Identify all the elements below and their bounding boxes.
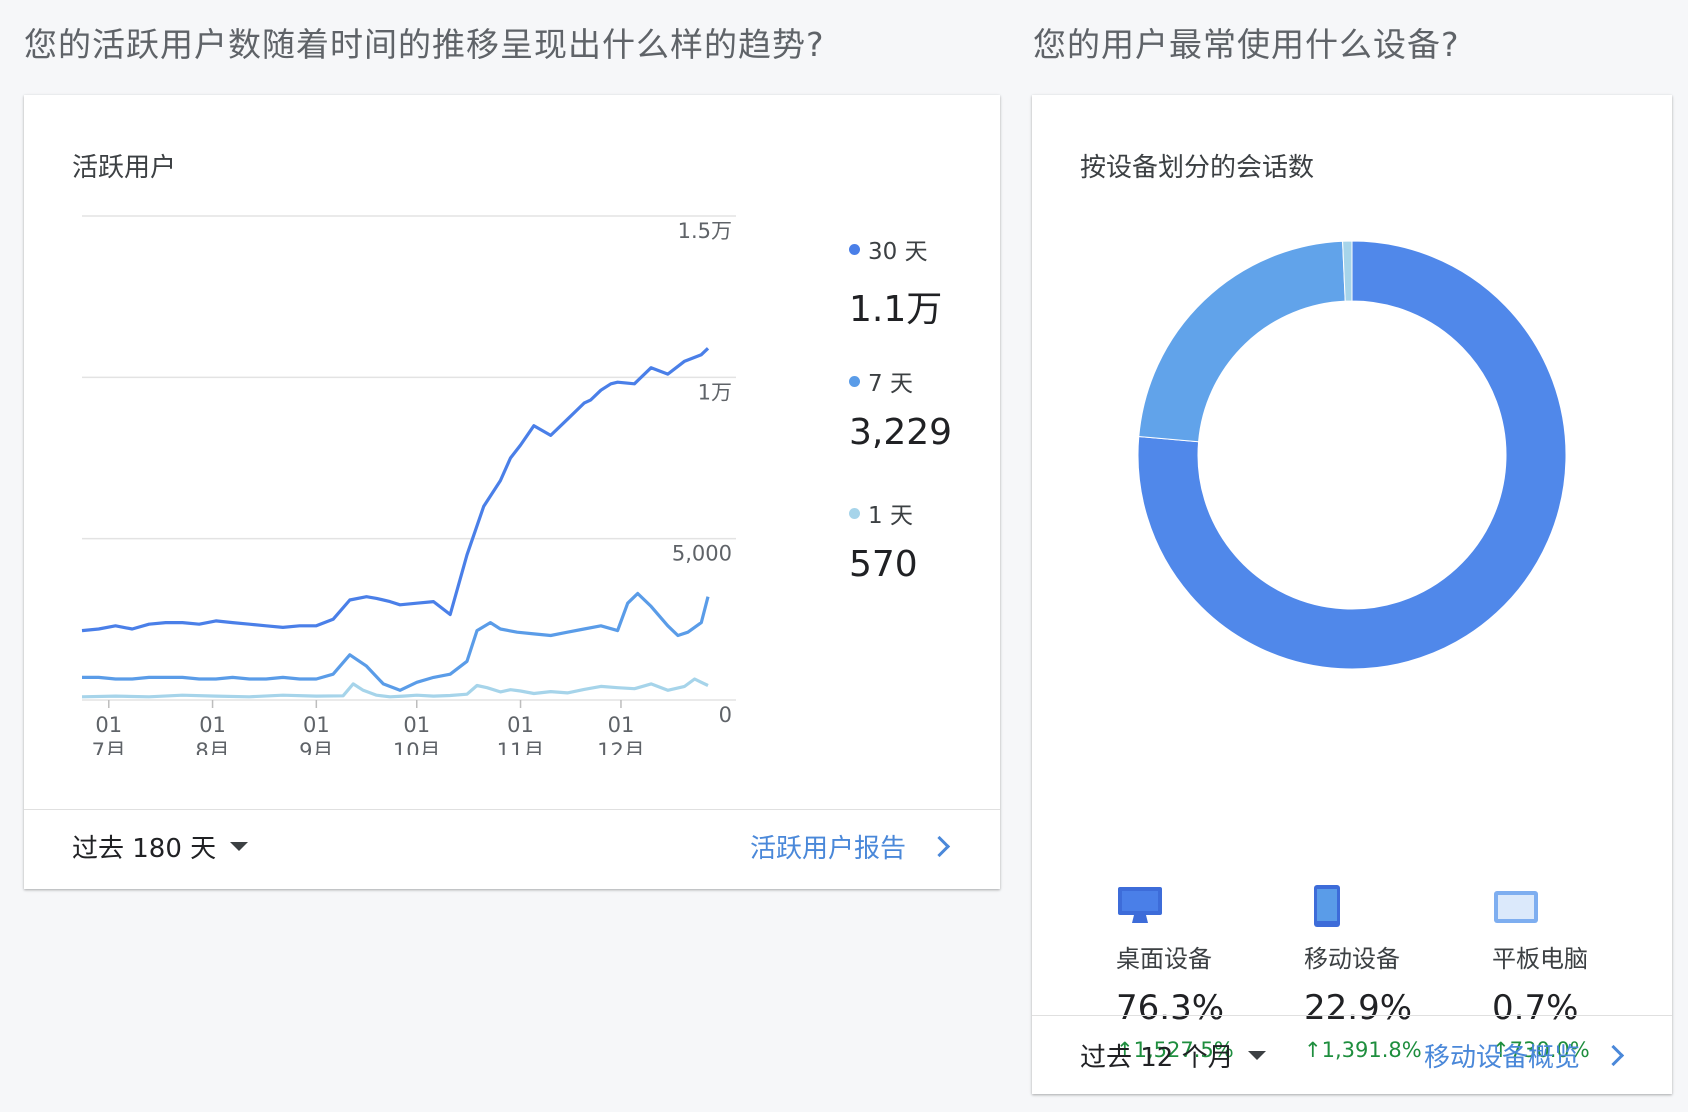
desktop-icon	[1118, 887, 1162, 923]
device-stat-mobile: 移动设备 22.9% ↑1,391.8%	[1304, 885, 1484, 1062]
legend-label: 1 天	[868, 503, 913, 529]
report-link-label: 活跃用户报告	[750, 834, 907, 864]
device-stat-desktop: 桌面设备 76.3% ↑1,527.5%	[1116, 885, 1296, 1062]
y-tick-label: 1万	[698, 380, 732, 404]
device-change: ↑1,391.8%	[1304, 1038, 1422, 1062]
date-range-label: 过去 12 个月	[1080, 1043, 1234, 1073]
donut-slice-mobile[interactable]	[1138, 240, 1346, 443]
x-tick-day: 01	[403, 713, 430, 737]
tablet-icon	[1494, 891, 1538, 923]
x-tick-month: 10月	[393, 739, 441, 755]
active-users-card: 活跃用户 0 5,000 1万 1.5万 01 7月 01 8月 01 9月 01 10月 01 11月…	[24, 95, 1000, 889]
x-tick-day: 01	[507, 713, 534, 737]
active-users-line-chart: 0 5,000 1万 1.5万 01 7月 01 8月 01 9月 01 10月 01 11月 01 12月	[81, 215, 736, 755]
legend-dot-icon	[849, 507, 860, 519]
legend-item-7-day[interactable]: 7 天 3,229	[849, 364, 952, 453]
device-donut-chart	[1137, 240, 1567, 670]
arrow-up-icon: ↑	[1116, 1038, 1134, 1062]
date-range-dropdown[interactable]: 过去 12 个月	[1080, 1037, 1266, 1074]
device-card: 按设备划分的会话数 桌面设备 76.3% ↑1,527.5% 移动设备 22.9…	[1032, 95, 1672, 1094]
legend-label: 7 天	[868, 371, 913, 397]
date-range-dropdown[interactable]: 过去 180 天	[72, 828, 249, 865]
legend-label: 30 天	[868, 239, 928, 265]
x-tick-day: 01	[608, 713, 635, 737]
legend-dot-icon	[849, 375, 860, 387]
caret-down-icon	[1247, 1051, 1266, 1060]
device-label: 移动设备	[1304, 945, 1400, 973]
y-tick-label: 0	[719, 703, 732, 727]
device-label: 桌面设备	[1116, 945, 1212, 973]
active-users-report-link[interactable]: 活跃用户报告	[750, 828, 951, 865]
legend-dot-icon	[849, 243, 860, 255]
device-percent: 0.7%	[1492, 988, 1579, 1028]
chevron-right-icon	[1602, 1044, 1625, 1067]
x-tick-month: 11月	[497, 739, 545, 755]
legend-item-30-day[interactable]: 30 天 1.1万	[849, 232, 942, 332]
caret-down-icon	[230, 842, 249, 851]
device-label: 平板电脑	[1492, 945, 1588, 973]
x-tick-day: 01	[95, 713, 122, 737]
x-tick-month: 12月	[597, 739, 645, 755]
donut-slice-tablet[interactable]	[1342, 240, 1353, 302]
legend-value: 3,229	[849, 412, 953, 453]
report-link-label: 移动设备概览	[1424, 1043, 1581, 1073]
device-change: ↑1,527.5%	[1116, 1038, 1234, 1062]
device-percent: 22.9%	[1304, 988, 1413, 1028]
active-users-question: 您的活跃用户数随着时间的推移呈现出什么样的趋势?	[24, 25, 825, 64]
mobile-overview-link[interactable]: 移动设备概览	[1424, 1037, 1625, 1074]
card-title: 活跃用户	[72, 153, 177, 183]
legend-value: 570	[849, 544, 918, 585]
x-tick-month: 7月	[92, 739, 126, 755]
device-stat-tablet: 平板电脑 0.7% ↑730.0%	[1492, 885, 1672, 1062]
y-tick-label: 5,000	[672, 542, 732, 566]
x-tick-day: 01	[199, 713, 226, 737]
chevron-right-icon	[928, 835, 951, 858]
x-tick-month: 9月	[299, 739, 333, 755]
legend-item-1-day[interactable]: 1 天 570	[849, 496, 918, 585]
mobile-icon	[1314, 885, 1340, 927]
device-question: 您的用户最常使用什么设备?	[1033, 25, 1460, 64]
device-percent: 76.3%	[1116, 988, 1225, 1028]
arrow-up-icon: ↑	[1304, 1038, 1322, 1062]
legend-value: 1.1万	[849, 289, 943, 330]
x-tick-month: 8月	[195, 739, 229, 755]
series-line	[82, 591, 710, 692]
x-tick-day: 01	[303, 713, 330, 737]
y-tick-label: 1.5万	[678, 219, 732, 243]
footer-divider	[1032, 1015, 1672, 1016]
series-line	[81, 347, 710, 633]
date-range-label: 过去 180 天	[72, 834, 217, 864]
footer-divider	[24, 809, 1000, 810]
donut-slice-desktop[interactable]	[1137, 240, 1567, 670]
card-title: 按设备划分的会话数	[1080, 153, 1315, 183]
series-line	[81, 677, 709, 699]
device-change: ↑730.0%	[1492, 1038, 1590, 1062]
arrow-up-icon: ↑	[1492, 1038, 1510, 1062]
